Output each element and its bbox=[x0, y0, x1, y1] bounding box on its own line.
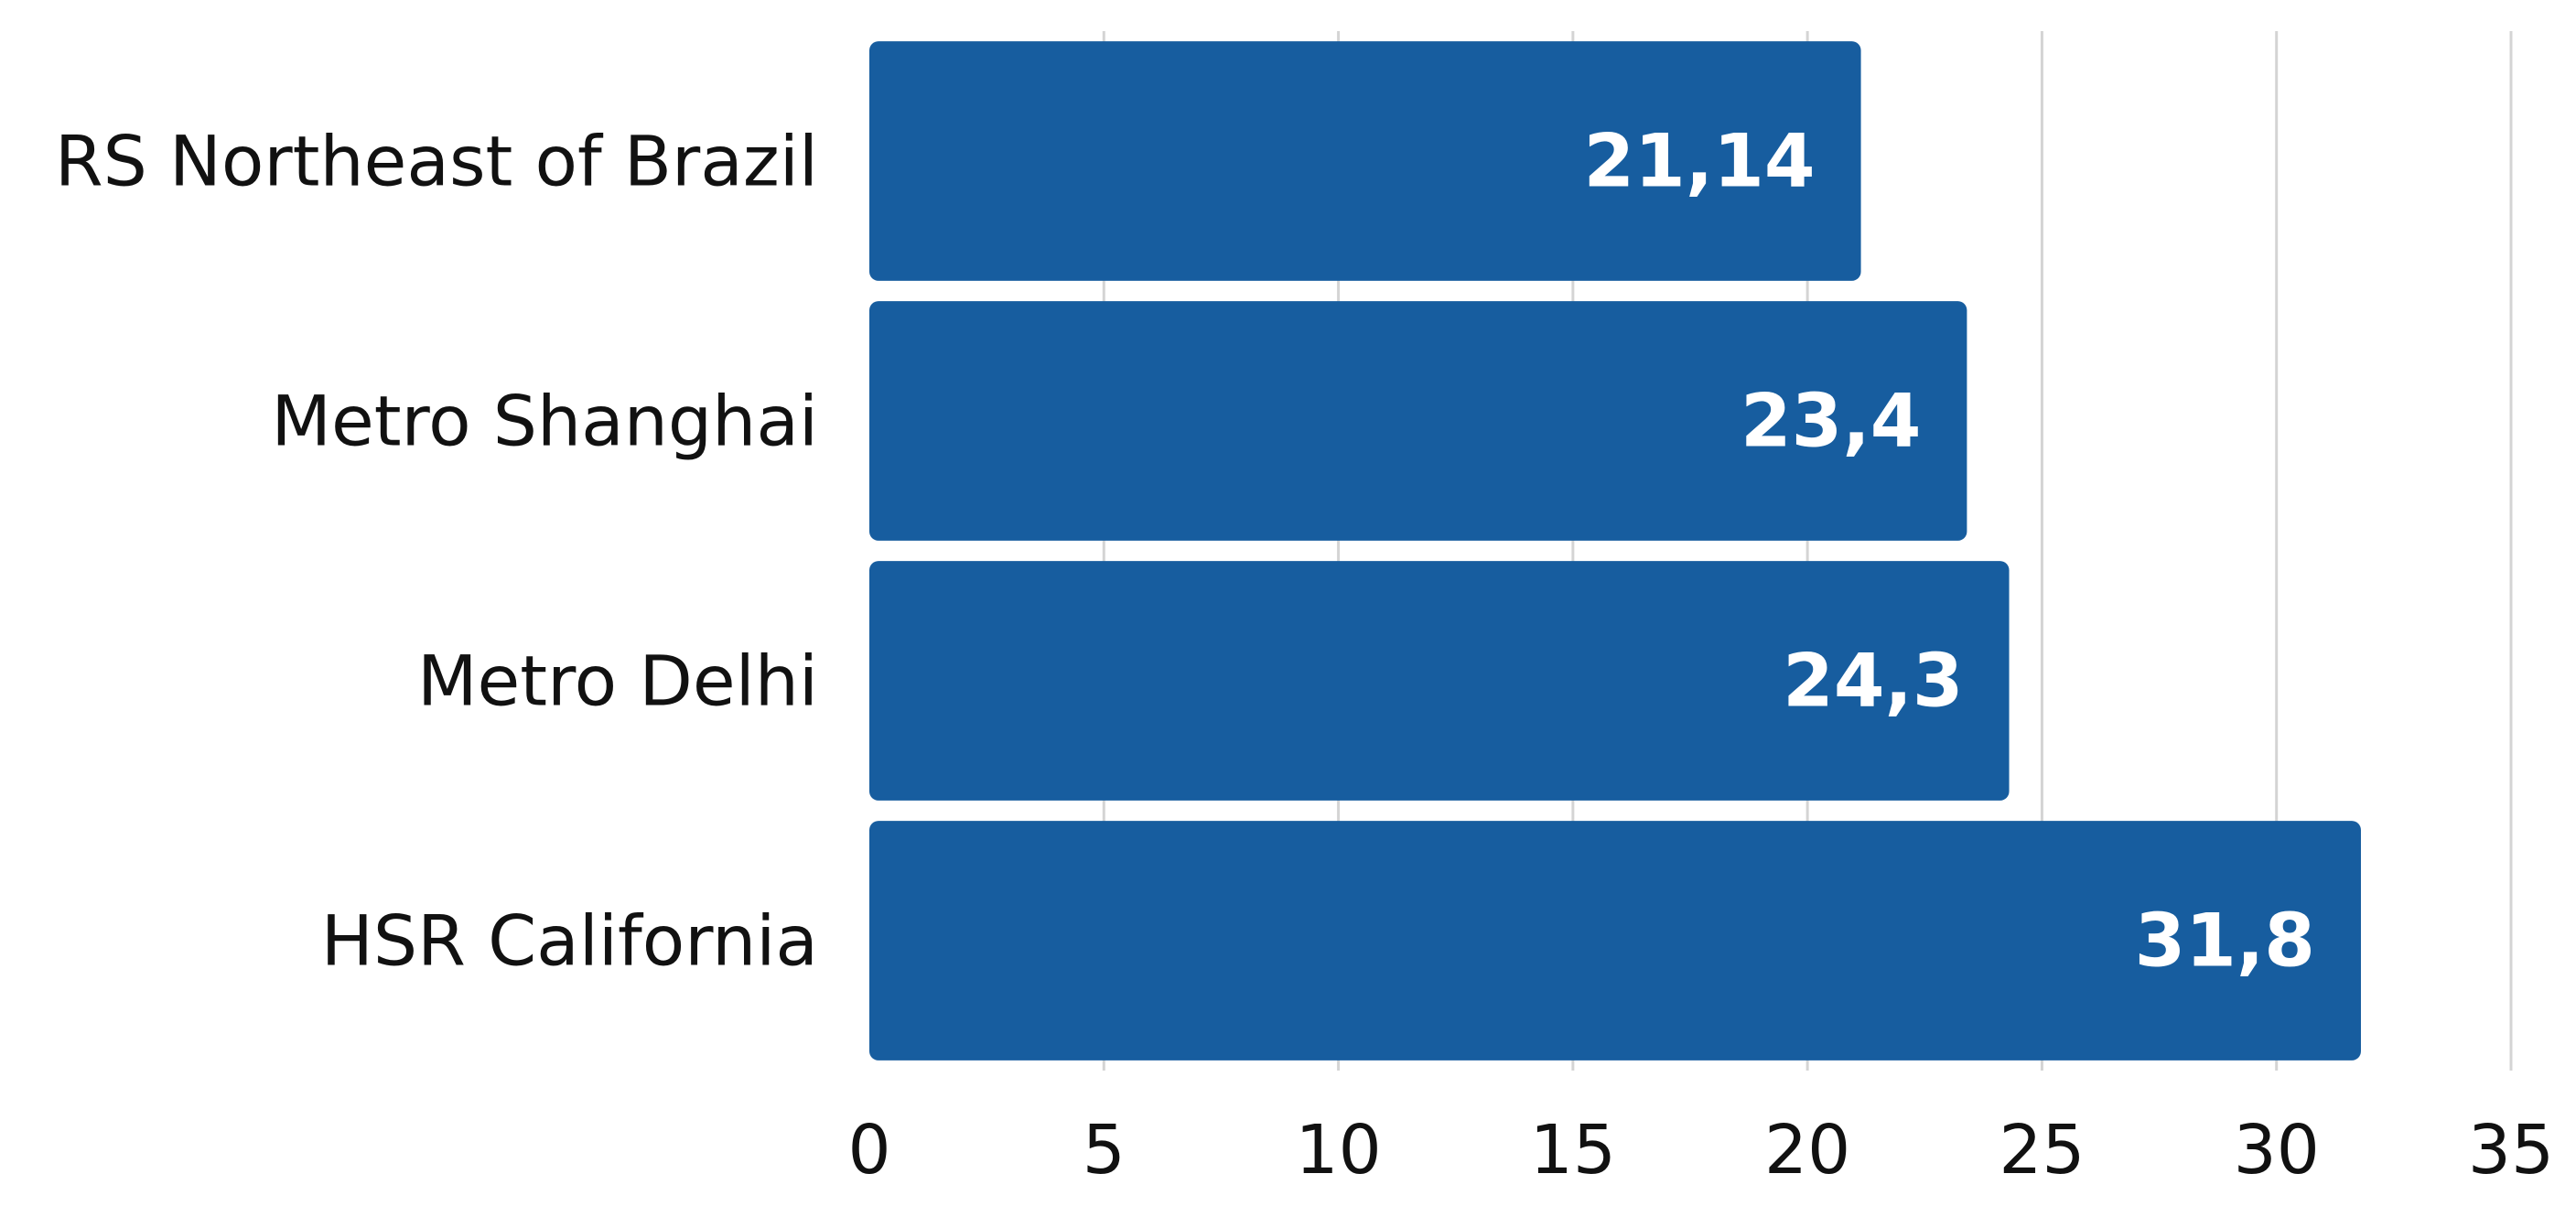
category-label: HSR California bbox=[321, 900, 818, 982]
x-tick-label: 20 bbox=[1764, 1111, 1850, 1190]
category-label: RS Northeast of Brazil bbox=[55, 121, 818, 202]
bar bbox=[869, 41, 1861, 281]
data-label: 31,8 bbox=[2135, 899, 2315, 984]
category-label: Metro Shanghai bbox=[271, 381, 818, 462]
x-tick-label: 30 bbox=[2234, 1111, 2320, 1190]
data-label: 21,14 bbox=[1584, 119, 1816, 204]
bars bbox=[869, 41, 2361, 1061]
bar bbox=[869, 301, 1967, 541]
x-tick-label: 5 bbox=[1083, 1111, 1126, 1190]
x-tick-label: 35 bbox=[2468, 1111, 2554, 1190]
data-labels: 21,14 23,4 24,3 31,8 bbox=[1584, 119, 2315, 984]
x-tick-label: 10 bbox=[1295, 1111, 1381, 1190]
data-label: 23,4 bbox=[1741, 379, 1921, 464]
x-tick-label: 25 bbox=[1999, 1111, 2085, 1190]
data-label: 24,3 bbox=[1783, 639, 1963, 724]
bar bbox=[869, 821, 2361, 1061]
bar bbox=[869, 561, 2010, 801]
category-label: Metro Delhi bbox=[417, 641, 818, 722]
x-tick-label: 15 bbox=[1530, 1111, 1616, 1190]
x-tick-label: 0 bbox=[847, 1111, 890, 1190]
x-axis-tick-labels: 0 5 10 15 20 25 30 35 bbox=[847, 1111, 2554, 1190]
category-labels: RS Northeast of Brazil Metro Shanghai Metr… bbox=[55, 121, 818, 982]
